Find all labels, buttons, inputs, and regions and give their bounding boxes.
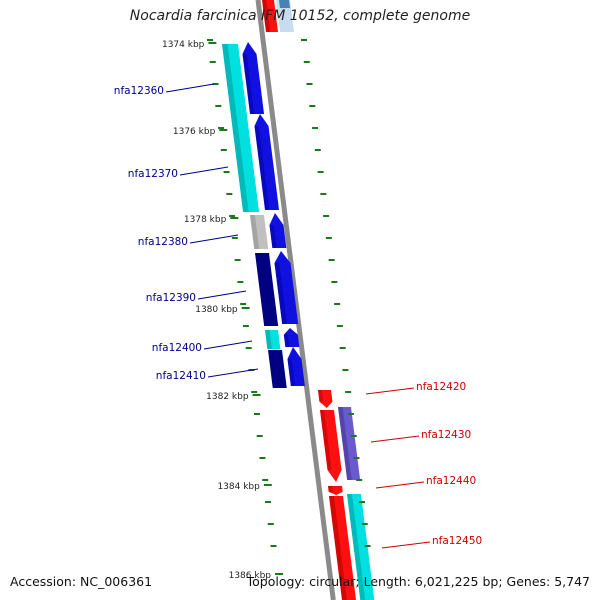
kbp-label: 1380 kbp (195, 305, 238, 315)
gene-label-left: nfa12390 (146, 292, 196, 304)
gene-leader-left (197, 290, 247, 300)
gene-leader-left (165, 83, 215, 93)
gene-label-right: nfa12450 (432, 535, 482, 547)
gene-nfa12410-navy (268, 350, 287, 388)
gene-nfa12430-violet-shade (338, 407, 352, 480)
gene-nfa12380-arrow-shade (269, 225, 277, 248)
gene-nfa12400-arrow-shade (283, 334, 290, 347)
gene-label-left: nfa12400 (152, 342, 202, 354)
gene-leader-right (375, 481, 425, 489)
gene-nfa12400-cyan-shade (265, 330, 272, 349)
gene-nfa12410-arrow-shade (287, 359, 296, 386)
gene-label-left: nfa12370 (128, 168, 178, 180)
page-title: Nocardia farcinica IFM 10152, complete g… (129, 8, 471, 24)
gene-nfa12430-red-arrow-shade (320, 410, 332, 470)
gene-label-left: nfa12380 (138, 236, 188, 248)
gene-leader-left (207, 368, 259, 378)
gene-nfa12370-arrow-shade (254, 126, 270, 210)
gene-leader-right (370, 435, 420, 443)
gene-label-right: nfa12420 (416, 381, 466, 393)
gene-label-left: nfa12410 (156, 370, 206, 382)
kbp-label: 1384 kbp (217, 482, 260, 492)
kbp-label: 1374 kbp (162, 40, 205, 50)
gene-nfa12360-arrow-shade (242, 54, 255, 114)
gene-nfa12380-gray-shade (250, 215, 260, 249)
gene-leader-right (381, 541, 431, 549)
kbp-label: 1382 kbp (206, 392, 249, 402)
gene-label-left: nfa12360 (114, 85, 164, 97)
gene-nfa12450-red-shade (329, 496, 347, 600)
gene-leader-left (203, 340, 253, 350)
gene-label-right: nfa12440 (426, 475, 476, 487)
genome-backbone (255, 0, 336, 600)
gene-nfa12450-cyan-shade (347, 494, 366, 600)
gene-steel-top (279, 0, 291, 8)
genome-summary-text: Topology: circular; Length: 6,021,225 bp… (246, 574, 590, 589)
gene-nfa12440-arrow-shade (328, 486, 333, 492)
kbp-label: 1386 kbp (229, 571, 272, 581)
gene-nfa12390-arrow-shade (274, 263, 287, 324)
accession-text: Accession: NC_006361 (10, 574, 153, 589)
kbp-label: 1378 kbp (184, 215, 227, 225)
gene-leader-left (189, 234, 239, 244)
gene-leader-right (365, 387, 415, 395)
gene-red-top-shade (262, 0, 271, 32)
gene-label-right: nfa12430 (421, 429, 471, 441)
gene-nfa12420-arrow-shade (318, 390, 324, 402)
gene-leader-left (179, 166, 229, 176)
gene-nfa12390-navy (255, 253, 279, 326)
gene-nfa12360-cyan-shade (222, 44, 249, 212)
gene-nfa12370-arrow (254, 114, 280, 210)
kbp-label: 1376 kbp (173, 127, 216, 137)
